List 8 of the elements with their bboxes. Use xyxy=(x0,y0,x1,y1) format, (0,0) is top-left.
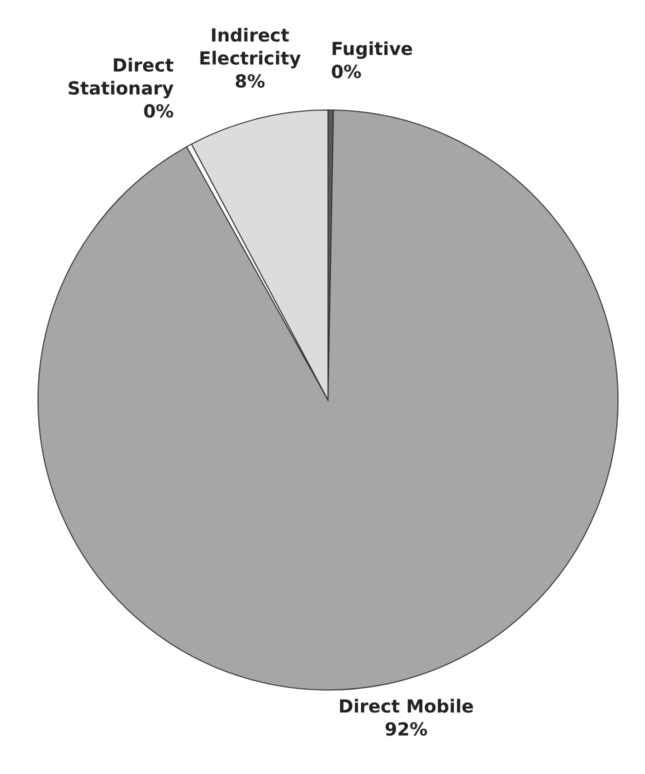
slice-label: Direct Mobile xyxy=(338,696,474,718)
data-label: 92% xyxy=(384,719,428,740)
data-label: 0% xyxy=(331,62,362,84)
slice-label: Indirect Electricity xyxy=(198,26,302,70)
data-label: 8% xyxy=(234,72,266,93)
data-label: 0% xyxy=(143,101,174,122)
slice-label: Direct Stationary xyxy=(67,55,174,100)
slice-label: Fugitive xyxy=(331,39,414,60)
